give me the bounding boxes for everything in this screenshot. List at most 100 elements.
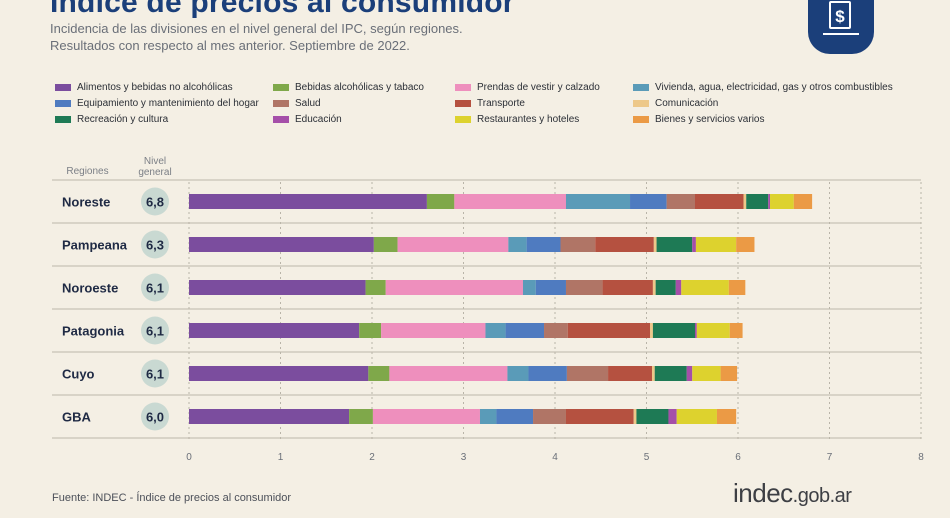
- bar-segment: [636, 409, 669, 424]
- nivel-value: 6,1: [146, 281, 164, 296]
- legend-label: Comunicación: [655, 98, 719, 109]
- bar-segment: [368, 366, 390, 381]
- source-note: Fuente: INDEC - Índice de precios al con…: [52, 492, 292, 504]
- regiones-header: Regiones: [66, 166, 109, 177]
- bar-segment: [654, 366, 687, 381]
- bar-segment: [359, 323, 382, 338]
- x-tick-label: 3: [461, 452, 467, 463]
- bar-segment: [544, 323, 568, 338]
- nivel-value: 6,1: [146, 324, 164, 339]
- nivel-value: 6,3: [146, 238, 164, 253]
- bar-segment: [522, 280, 536, 295]
- bar-segment: [566, 366, 609, 381]
- bar-segment: [533, 409, 566, 424]
- legend-label: Recreación y cultura: [77, 114, 169, 125]
- nivel-badge: [141, 359, 169, 388]
- chart-legend: Alimentos y bebidas no alcohólicas Bebida…: [55, 82, 935, 130]
- legend-label: Restaurantes y hoteles: [477, 114, 580, 125]
- legend-swatch: [455, 116, 471, 123]
- bar-segment: [720, 366, 738, 381]
- bar-segment: [692, 366, 721, 381]
- bar-segment: [496, 409, 534, 424]
- nivel-value: 6,8: [146, 195, 164, 210]
- bar-segment: [793, 194, 813, 209]
- bar-segment: [560, 237, 596, 252]
- legend-label: Vivienda, agua, electricidad, gas y otro…: [655, 82, 893, 93]
- bar-segment: [189, 194, 427, 209]
- bar-segment: [381, 323, 486, 338]
- bar-segment: [535, 280, 566, 295]
- subtitle-line-1: Incidencia de las divisiones en el nivel…: [50, 21, 463, 36]
- legend-swatch: [455, 100, 471, 107]
- bar-segment: [633, 409, 637, 424]
- bar-segment: [675, 280, 682, 295]
- bar-segment: [666, 194, 695, 209]
- legend-label: Bebidas alcohólicas y tabaco: [295, 82, 424, 93]
- brand-main: indec: [733, 478, 793, 508]
- bar-segment: [692, 237, 696, 252]
- nivel-header-line-1: Nivel: [143, 156, 167, 167]
- legend-label: Equipamiento y mantenimiento del hogar: [77, 98, 259, 109]
- bar-segment: [655, 280, 676, 295]
- legend-label: Salud: [295, 98, 321, 109]
- bar-segment: [526, 237, 561, 252]
- legend-item: Recreación y cultura: [55, 114, 168, 125]
- nivel-badge: [141, 316, 169, 345]
- legend-item: Transporte: [455, 98, 525, 109]
- bar-segment: [728, 280, 746, 295]
- dollar-document-icon: $: [823, 1, 859, 35]
- bar-segment: [397, 237, 509, 252]
- legend-label: Educación: [295, 114, 342, 125]
- bar-segment: [505, 323, 545, 338]
- bar-segment: [189, 237, 374, 252]
- bar-segment: [567, 323, 651, 338]
- bar-segment: [653, 237, 657, 252]
- x-tick-label: 1: [278, 452, 284, 463]
- nivel-badge: [141, 402, 169, 431]
- bar-segment: [426, 194, 455, 209]
- bar-segment: [385, 280, 523, 295]
- legend-label: Transporte: [477, 98, 525, 109]
- region-label: GBA: [62, 410, 92, 425]
- bar-segment: [507, 366, 529, 381]
- bar-segment: [485, 323, 506, 338]
- legend-item: Prendas de vestir y calzado: [455, 82, 600, 93]
- legend-label: Bienes y servicios varios: [655, 114, 765, 125]
- bar-segment: [565, 194, 631, 209]
- nivel-header-line-2: general: [138, 167, 172, 178]
- bar-segment: [189, 280, 366, 295]
- bar-segment: [746, 194, 769, 209]
- bar-segment: [189, 409, 350, 424]
- x-tick-label: 6: [735, 452, 741, 463]
- bar-segment: [454, 194, 566, 209]
- bar-segment: [373, 237, 398, 252]
- bar-segment: [770, 194, 794, 209]
- legend-swatch: [55, 84, 71, 91]
- region-label: Patagonia: [62, 324, 125, 339]
- bar-segment: [508, 237, 527, 252]
- bar-segment: [694, 323, 697, 338]
- nivel-badge: [141, 273, 169, 302]
- legend-swatch: [55, 100, 71, 107]
- x-tick-label: 0: [186, 452, 192, 463]
- bar-segment: [602, 280, 653, 295]
- legend-swatch: [273, 84, 289, 91]
- bar-segment: [716, 409, 737, 424]
- bar-segment: [696, 323, 730, 338]
- indec-brand: indec.gob.ar: [733, 478, 852, 509]
- legend-item: Bienes y servicios varios: [633, 114, 764, 125]
- bar-segment: [650, 323, 653, 338]
- legend-swatch: [455, 84, 471, 91]
- bar-segment: [189, 366, 369, 381]
- bar-segment: [595, 237, 654, 252]
- nivel-badge: [141, 230, 169, 259]
- x-tick-label: 4: [552, 452, 558, 463]
- region-label: Pampeana: [62, 238, 128, 253]
- bar-segment: [365, 280, 386, 295]
- legend-swatch: [633, 84, 649, 91]
- bar-segment: [681, 280, 729, 295]
- bar-segment: [565, 409, 634, 424]
- legend-item: Equipamiento y mantenimiento del hogar: [55, 98, 259, 109]
- region-label: Noroeste: [62, 281, 118, 296]
- bar-segment: [656, 237, 693, 252]
